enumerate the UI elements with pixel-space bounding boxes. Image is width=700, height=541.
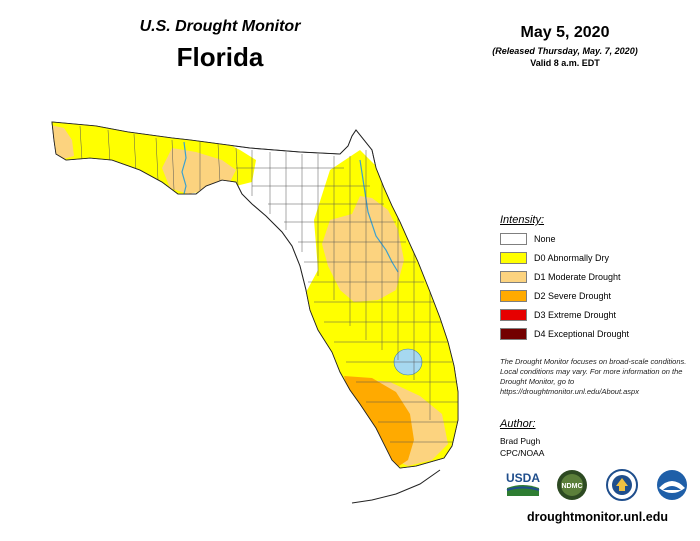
legend-swatch (500, 233, 527, 245)
legend-label: D1 Moderate Drought (534, 272, 621, 282)
release-date: (Released Thursday, May. 7, 2020) (492, 46, 638, 56)
header-right: May 5, 2020 (Released Thursday, May. 7, … (460, 24, 670, 68)
legend-label: D3 Extreme Drought (534, 310, 617, 320)
legend-swatch (500, 290, 527, 302)
ndmc-logo: NDMC (557, 470, 587, 500)
legend-swatch (500, 328, 527, 340)
apalachicola-river (181, 141, 187, 195)
legend-item: D4 Exceptional Drought (500, 327, 690, 341)
d1-north-central (322, 196, 404, 302)
legend-item: D3 Extreme Drought (500, 308, 690, 322)
state-title: Florida (176, 42, 264, 72)
header-left: U.S. Drought Monitor Florida (110, 18, 330, 73)
disclaimer-note: The Drought Monitor focuses on broad-sca… (500, 357, 687, 396)
usda-logo-text: USDA (506, 471, 540, 485)
legend-item: D0 Abnormally Dry (500, 251, 690, 265)
legend-swatch (500, 252, 527, 264)
partner-logos: USDA NDMC (505, 468, 690, 504)
website-url: droughtmonitor.unl.edu (527, 510, 668, 524)
legend-list: None D0 Abnormally Dry D1 Moderate Drought… (500, 232, 690, 341)
valid-time: Valid 8 a.m. EDT (530, 58, 600, 68)
florida-border (51, 121, 459, 469)
legend-item: D2 Severe Drought (500, 289, 690, 303)
author-block: Brad Pugh CPC/NOAA (500, 435, 544, 459)
legend-label: D0 Abnormally Dry (534, 253, 610, 263)
usda-logo: USDA (506, 471, 540, 496)
ndmc-logo-text: NDMC (562, 483, 583, 490)
legend-item: D1 Moderate Drought (500, 270, 690, 284)
noaa-logo (657, 470, 687, 500)
doc-seal-logo (606, 469, 638, 501)
florida-keys (351, 469, 441, 504)
legend-swatch (500, 271, 527, 283)
map-date: May 5, 2020 (520, 24, 610, 41)
author-name: Brad Pugh (500, 436, 541, 446)
author-heading: Author: (500, 418, 536, 430)
legend-label: None (534, 234, 556, 244)
county-boundaries (79, 125, 458, 443)
author-org: CPC/NOAA (500, 448, 545, 458)
legend-swatch (500, 309, 527, 321)
legend: Intensity: None D0 Abnormally Dry D1 Moder… (500, 214, 690, 346)
legend-title: Intensity: (500, 214, 545, 226)
legend-label: D4 Exceptional Drought (534, 329, 630, 339)
legend-label: D2 Severe Drought (534, 291, 612, 301)
map-supertitle: U.S. Drought Monitor (139, 18, 301, 35)
legend-item: None (500, 232, 690, 246)
